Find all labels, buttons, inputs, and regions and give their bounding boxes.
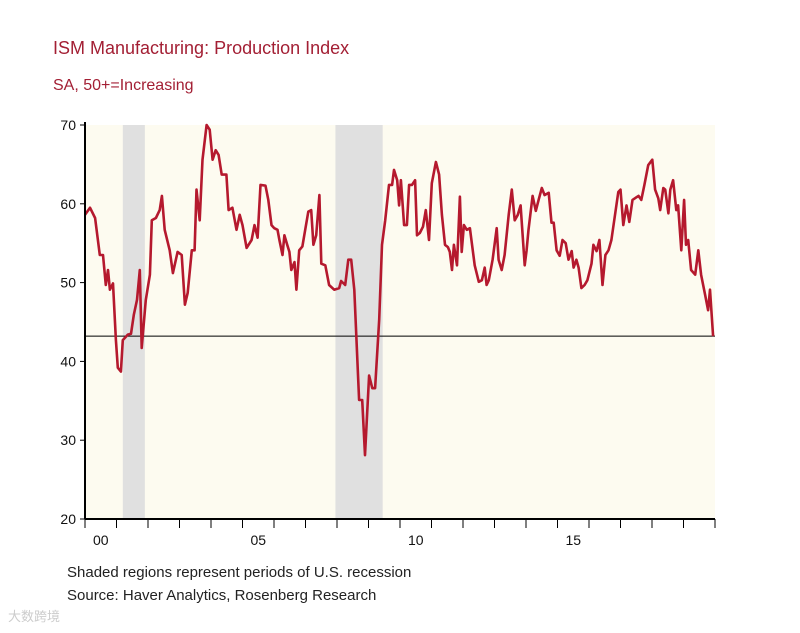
- chart-title: ISM Manufacturing: Production Index: [53, 38, 350, 58]
- y-tick-label: 50: [60, 275, 76, 291]
- x-tick-label: 15: [565, 532, 581, 548]
- chart-subtitle: SA, 50+=Increasing: [53, 77, 194, 94]
- y-tick-label: 20: [60, 511, 76, 527]
- y-tick-label: 60: [60, 196, 76, 212]
- x-tick-label: 10: [408, 532, 424, 548]
- series-line: [83, 123, 715, 457]
- x-tick-label: 00: [93, 532, 109, 548]
- y-tick-label: 70: [60, 117, 76, 133]
- watermark: 大数跨境: [8, 609, 61, 624]
- source-note: Source: Haver Analytics, Rosenberg Resea…: [67, 587, 377, 604]
- recession-band: [335, 125, 383, 519]
- x-tick-label: 05: [250, 532, 266, 548]
- y-tick-label: 40: [60, 353, 76, 369]
- y-tick-label: 30: [60, 432, 76, 448]
- recession-note: Shaded regions represent periods of U.S.…: [67, 564, 412, 581]
